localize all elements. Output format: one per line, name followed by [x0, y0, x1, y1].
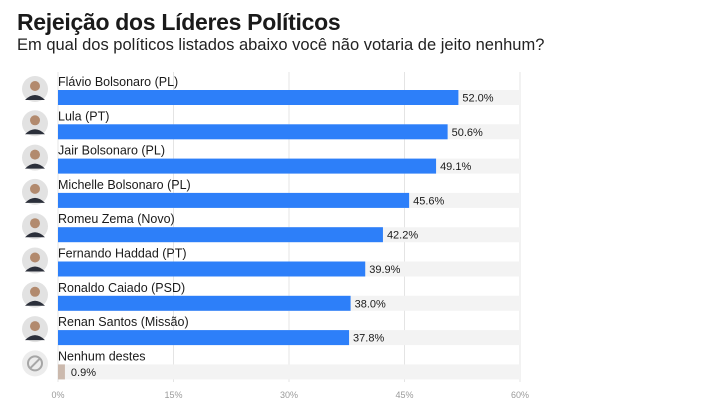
- value-label: 49.1%: [440, 161, 471, 173]
- avatar-fernando-haddad-head: [30, 252, 40, 263]
- avatar-romeu-zema-head: [30, 218, 40, 229]
- avatar-renan-santos-head: [30, 321, 40, 332]
- bar: [58, 227, 383, 243]
- chart-title: Rejeição dos Líderes Políticos: [17, 9, 341, 35]
- avatar-jair-bolsonaro-head: [30, 149, 40, 160]
- bar: [58, 364, 65, 380]
- avatar-ronaldo-caiado-shoulders: [25, 300, 45, 306]
- category-label: Flávio Bolsonaro (PL): [58, 75, 178, 89]
- bar: [58, 330, 350, 346]
- chart-subtitle: Em qual dos políticos listados abaixo vo…: [17, 36, 545, 54]
- value-label: 38.0%: [355, 298, 386, 310]
- value-label: 45.6%: [413, 195, 444, 207]
- avatar-jair-bolsonaro-shoulders: [25, 163, 45, 169]
- category-label: Renan Santos (Missão): [58, 315, 189, 329]
- bar: [58, 261, 366, 277]
- avatar-michelle-bolsonaro-shoulders: [25, 197, 45, 203]
- bar: [58, 124, 448, 140]
- value-label: 42.2%: [387, 230, 418, 242]
- category-label: Jair Bolsonaro (PL): [58, 144, 165, 158]
- value-label: 52.0%: [462, 93, 493, 105]
- value-label: 37.8%: [353, 333, 384, 345]
- x-tick-label: 15%: [164, 390, 182, 400]
- value-label: 50.6%: [452, 127, 483, 139]
- category-label: Nenhum destes: [58, 349, 146, 363]
- category-label: Fernando Haddad (PT): [58, 247, 187, 261]
- category-label: Michelle Bolsonaro (PL): [58, 178, 191, 192]
- avatar-flavio-bolsonaro-shoulders: [25, 95, 45, 100]
- x-tick-label: 60%: [511, 390, 529, 400]
- x-tick-label: 0%: [51, 390, 64, 400]
- x-tick-label: 45%: [395, 390, 413, 400]
- bar-track: [58, 364, 520, 380]
- avatar-fernando-haddad-shoulders: [25, 266, 45, 272]
- avatar-renan-santos-shoulders: [25, 335, 45, 341]
- bar: [58, 90, 459, 105]
- bar: [58, 192, 410, 208]
- avatar-ronaldo-caiado-head: [30, 286, 40, 297]
- avatar-michelle-bolsonaro-head: [30, 183, 40, 194]
- category-label: Ronaldo Caiado (PSD): [58, 281, 185, 295]
- value-label: 39.9%: [369, 264, 400, 276]
- category-label: Romeu Zema (Novo): [58, 212, 175, 226]
- avatar-flavio-bolsonaro-head: [30, 81, 40, 91]
- x-tick-label: 30%: [280, 390, 298, 400]
- bar: [58, 295, 351, 311]
- avatar-lula-shoulders: [25, 129, 45, 135]
- value-label: 0.9%: [71, 367, 96, 379]
- none-icon-ring: [27, 355, 43, 372]
- category-label: Lula (PT): [58, 109, 109, 123]
- none-icon-slash: [29, 357, 41, 370]
- avatar-lula-head: [30, 115, 40, 126]
- avatar-romeu-zema-shoulders: [25, 232, 45, 238]
- bar: [58, 158, 437, 174]
